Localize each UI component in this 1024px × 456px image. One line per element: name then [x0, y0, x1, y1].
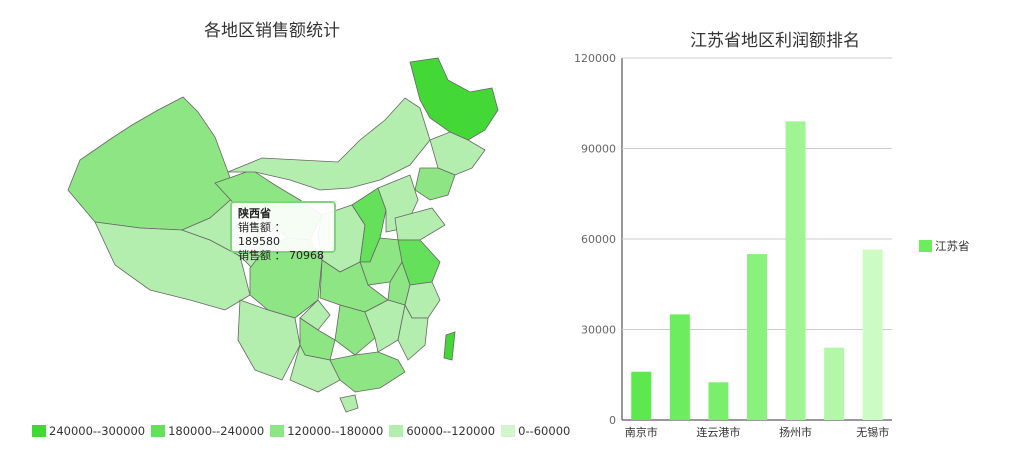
legend-label: 60000--120000 [406, 424, 496, 438]
legend-swatch [501, 425, 516, 437]
bar[interactable] [824, 347, 845, 420]
map-tooltip: 陕西省 销售额 ： 189580 销售额 ： 70968 [230, 201, 336, 262]
bar-legend[interactable]: 江苏省 [919, 238, 970, 254]
legend-label: 江苏省 [935, 239, 970, 253]
legend-swatch [919, 240, 932, 252]
bar[interactable] [708, 382, 729, 420]
bar[interactable] [785, 121, 806, 420]
bar[interactable] [669, 314, 690, 420]
region-taiwan [443, 331, 456, 361]
tooltip-region: 陕西省 [238, 207, 271, 220]
bar[interactable] [631, 371, 652, 420]
x-tick-label: 连云港市 [696, 425, 740, 439]
x-tick-label: 扬州市 [779, 425, 812, 439]
legend-label: 240000--300000 [49, 424, 146, 438]
legend-swatch [270, 425, 285, 437]
region-innermongolia [227, 97, 431, 191]
y-tick-label: 120000 [574, 52, 616, 65]
bar-chart-title: 江苏省地区利润额排名 [690, 31, 860, 51]
legend-label: 180000--240000 [168, 424, 265, 438]
bars [631, 121, 883, 420]
legend-item[interactable]: 60000--120000 [389, 424, 495, 438]
map-title: 各地区销售额统计 [204, 21, 340, 41]
x-tick-label: 无锡市 [856, 425, 889, 439]
y-tick-label: 90000 [581, 143, 616, 156]
tooltip-label: 销售额 [238, 249, 271, 262]
legend-label: 0--60000 [518, 424, 571, 438]
legend-swatch [32, 425, 46, 437]
region-zhejiang [404, 281, 441, 319]
region-hunan [334, 304, 376, 356]
legend-label: 120000--180000 [287, 424, 384, 438]
x-tick-labels: 南京市 连云港市 扬州市 无锡市 [625, 425, 889, 439]
region-shandong [394, 207, 446, 241]
region-yunnan [237, 299, 301, 381]
legend-swatch [389, 425, 404, 437]
y-tick-label: 60000 [581, 233, 616, 246]
tooltip-label: 销售额 [238, 221, 271, 234]
map-legend: 240000--300000 180000--240000 120000--18… [32, 424, 570, 438]
legend-item[interactable]: 0--60000 [501, 424, 570, 438]
tooltip-value: 189580 [238, 235, 280, 248]
region-liaoning [414, 167, 456, 201]
y-tick-label: 30000 [581, 324, 616, 337]
gridlines [622, 57, 892, 330]
region-hainan [339, 394, 359, 413]
region-xinjiang [67, 96, 237, 231]
bar[interactable] [862, 249, 883, 420]
x-tick-label: 南京市 [625, 425, 658, 439]
bar-chart: 0 30000 60000 90000 120000 南京市 连云港市 扬州市 无锡市 [574, 52, 892, 439]
y-tick-labels: 0 30000 60000 90000 120000 [574, 52, 616, 427]
bar[interactable] [747, 254, 767, 420]
tooltip-value: 70968 [289, 249, 324, 262]
y-tick-label: 0 [609, 414, 616, 427]
region-heilongjiang [409, 57, 499, 141]
legend-swatch [151, 425, 166, 437]
region-guangdong [329, 351, 406, 393]
legend-item[interactable]: 240000--300000 [32, 424, 145, 438]
tooltip-row: 销售额 ： 189580 [238, 221, 286, 248]
region-fujian [397, 303, 429, 361]
tooltip-row: 销售额 ： 70968 [238, 249, 324, 262]
legend-item[interactable]: 180000--240000 [151, 424, 264, 438]
legend-item[interactable]: 120000--180000 [270, 424, 383, 438]
